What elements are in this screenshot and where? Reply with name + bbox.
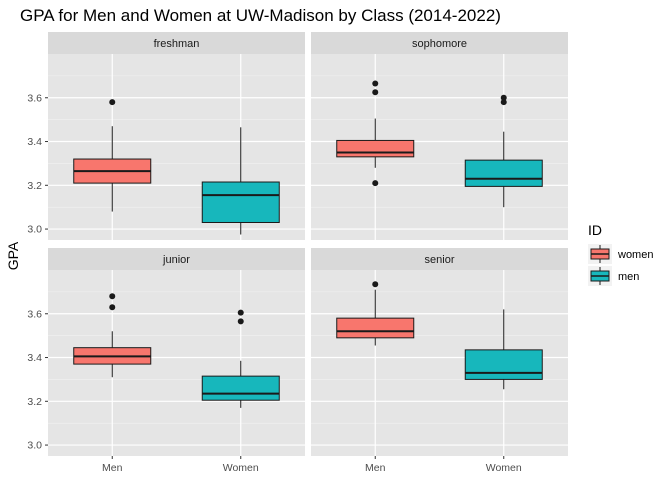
y-tick-label: 3.4 bbox=[27, 352, 42, 364]
facet-panel-sophomore: sophomore bbox=[311, 32, 568, 240]
legend-title: ID bbox=[588, 222, 602, 238]
y-axis-title: GPA bbox=[5, 241, 21, 270]
boxplot-women bbox=[201, 309, 280, 408]
facet-panel-senior: senior Men Women bbox=[311, 248, 568, 474]
facet-panel-freshman: freshman 3.0 3.2 3.4 3.6 bbox=[27, 32, 305, 240]
y-tick-label: 3.2 bbox=[27, 396, 42, 408]
y-tick-label: 3.0 bbox=[27, 224, 42, 236]
facet-strip bbox=[48, 32, 305, 54]
outlier-point bbox=[109, 293, 116, 300]
legend-item-women: women bbox=[588, 244, 653, 264]
outlier-point bbox=[372, 89, 379, 96]
legend-label: women bbox=[617, 249, 653, 261]
outlier-point bbox=[109, 304, 116, 311]
boxplot-men bbox=[73, 293, 152, 378]
x-tick-label: Women bbox=[486, 462, 522, 474]
outlier-point bbox=[372, 281, 379, 288]
outlier-point bbox=[237, 309, 244, 316]
boxplot-men bbox=[73, 99, 152, 212]
facet-strip-label: sophomore bbox=[412, 38, 467, 50]
iqr-box bbox=[336, 317, 415, 339]
facet-strip-label: freshman bbox=[154, 38, 200, 50]
x-tick-label: Men bbox=[365, 462, 386, 474]
facet-strip-label: senior bbox=[425, 254, 455, 266]
y-tick-label: 3.6 bbox=[27, 92, 42, 104]
facet-strip bbox=[311, 32, 568, 54]
outlier-point bbox=[109, 99, 116, 106]
iqr-box bbox=[201, 375, 280, 401]
outlier-point bbox=[500, 99, 507, 106]
boxplot-men bbox=[336, 281, 415, 346]
outlier-point bbox=[372, 80, 379, 87]
facet-strip-label: junior bbox=[162, 254, 190, 266]
outlier-point bbox=[372, 180, 379, 187]
y-tick-label: 3.0 bbox=[27, 440, 42, 452]
boxplot-men bbox=[336, 80, 415, 187]
x-tick-label: Men bbox=[102, 462, 123, 474]
y-tick-label: 3.4 bbox=[27, 136, 42, 148]
iqr-box bbox=[464, 159, 543, 187]
facet-strip bbox=[48, 248, 305, 270]
boxplot-women bbox=[201, 127, 280, 235]
facet-panel-junior: junior 3.0 3.2 3.4 3.6 Men Women bbox=[27, 248, 305, 474]
chart-title: GPA for Men and Women at UW-Madison by C… bbox=[20, 6, 501, 25]
outlier-point bbox=[237, 318, 244, 325]
x-tick-label: Women bbox=[223, 462, 259, 474]
iqr-box bbox=[201, 181, 280, 223]
y-tick-label: 3.2 bbox=[27, 180, 42, 192]
y-tick-label: 3.6 bbox=[27, 308, 42, 320]
iqr-box bbox=[336, 139, 415, 158]
facet-strip bbox=[311, 248, 568, 270]
outlier-point bbox=[500, 94, 507, 101]
legend-item-men: men bbox=[588, 266, 639, 286]
legend: ID women men bbox=[588, 222, 653, 286]
legend-label: men bbox=[618, 271, 639, 283]
iqr-box bbox=[464, 349, 543, 380]
boxplot-women bbox=[464, 94, 543, 208]
boxplot-women bbox=[464, 309, 543, 390]
facet-panels: freshman 3.0 3.2 3.4 3.6 sophomore junior 3.0 3.… bbox=[27, 32, 568, 474]
